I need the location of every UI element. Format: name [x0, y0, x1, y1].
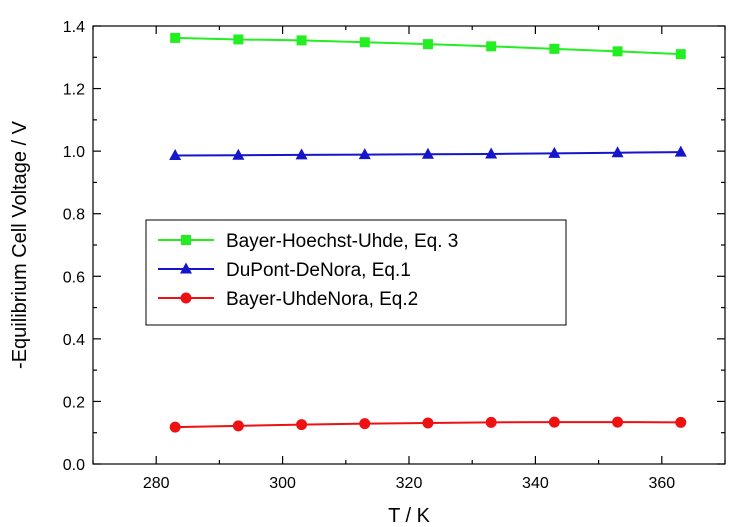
- y-tick-label: 1.4: [63, 19, 85, 36]
- data-point: [296, 419, 308, 431]
- x-tick-label: 280: [143, 475, 170, 492]
- data-point: [548, 416, 560, 428]
- y-axis-label: -Equilibrium Cell Voltage / V: [9, 120, 31, 369]
- y-tick-label: 1.2: [63, 82, 85, 99]
- legend-swatch-marker: [181, 235, 191, 245]
- data-point: [233, 34, 244, 45]
- legend-entry: Bayer-UhdeNora, Eq.2: [158, 289, 418, 310]
- data-point: [296, 35, 307, 46]
- y-tick-label: 1.0: [63, 144, 85, 161]
- data-point: [674, 145, 687, 157]
- legend: Bayer-Hoechst-Uhde, Eq. 3 DuPont-DeNora, …: [145, 219, 567, 326]
- x-tick-label: 340: [522, 475, 549, 492]
- data-point: [485, 416, 497, 428]
- data-point: [422, 417, 434, 429]
- series-layer: [169, 32, 687, 433]
- y-tick-label: 0.2: [63, 394, 85, 411]
- legend-swatch-marker: [180, 262, 192, 274]
- data-point: [675, 49, 686, 60]
- data-point: [358, 148, 371, 160]
- data-point: [486, 41, 497, 52]
- legend-box: [145, 219, 567, 326]
- data-point: [612, 416, 624, 428]
- data-point: [169, 421, 181, 433]
- data-point: [359, 37, 370, 48]
- y-tick-label: 0.6: [63, 269, 85, 286]
- legend-entry: Bayer-Hoechst-Uhde, Eq. 3: [158, 231, 458, 252]
- data-point: [549, 43, 560, 54]
- x-tick-label: 320: [396, 475, 423, 492]
- y-tick-label: 0.8: [63, 207, 85, 224]
- axis-ticks: 280 300 320 340 360 0.0 0.2 0.4 0.6 0.8 1.0 1.2 1.4: [63, 19, 726, 492]
- data-point: [485, 147, 498, 159]
- data-point: [359, 418, 371, 430]
- data-point: [548, 146, 561, 158]
- data-point: [295, 148, 308, 160]
- data-point: [232, 420, 244, 432]
- data-point: [612, 46, 623, 57]
- data-point: [611, 146, 624, 158]
- x-tick-label: 300: [269, 475, 296, 492]
- data-point: [675, 416, 687, 428]
- legend-entry: DuPont-DeNora, Eq.1: [158, 260, 411, 281]
- data-point: [169, 149, 182, 161]
- legend-label: DuPont-DeNora, Eq.1: [226, 260, 411, 281]
- series-1: [170, 32, 686, 60]
- legend-label: Bayer-UhdeNora, Eq.2: [226, 289, 418, 310]
- legend-swatch-marker: [180, 292, 192, 304]
- data-point: [232, 148, 245, 160]
- y-tick-label: 0.0: [63, 457, 85, 474]
- y-tick-label: 0.4: [63, 332, 85, 349]
- legend-label: Bayer-Hoechst-Uhde, Eq. 3: [226, 231, 458, 252]
- data-point: [422, 39, 433, 50]
- x-tick-label: 360: [648, 475, 675, 492]
- data-point: [421, 147, 434, 159]
- series-3: [169, 416, 687, 433]
- x-axis-label: T / K: [388, 505, 431, 527]
- series-2: [169, 145, 687, 161]
- data-point: [170, 32, 181, 43]
